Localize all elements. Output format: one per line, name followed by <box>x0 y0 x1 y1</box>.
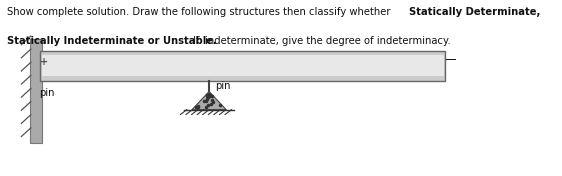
Bar <box>30 39 42 143</box>
Text: Show complete solution. Draw the following structures then classify whether: Show complete solution. Draw the followi… <box>7 7 393 17</box>
Text: indeterminate, give the degree of indeterminacy.: indeterminate, give the degree of indete… <box>206 36 451 46</box>
Polygon shape <box>192 92 226 110</box>
Text: Statically Indeterminate or Unstable.: Statically Indeterminate or Unstable. <box>7 36 216 46</box>
Text: +: + <box>40 57 48 67</box>
Text: If: If <box>189 36 202 46</box>
Text: pin: pin <box>215 81 231 91</box>
Text: Statically Determinate,: Statically Determinate, <box>409 7 540 17</box>
Bar <box>42 55 443 76</box>
Text: pin: pin <box>39 88 55 98</box>
Bar <box>40 51 445 81</box>
